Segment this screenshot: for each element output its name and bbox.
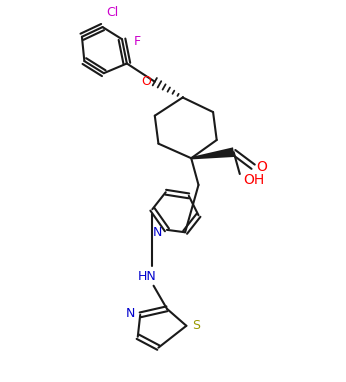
Text: OH: OH [244, 173, 265, 187]
Text: S: S [192, 319, 200, 332]
Polygon shape [191, 147, 234, 159]
Text: O: O [142, 75, 151, 88]
Text: F: F [134, 35, 142, 48]
Text: N: N [153, 226, 162, 239]
Text: Cl: Cl [106, 6, 118, 19]
Text: HN: HN [138, 270, 157, 283]
Text: N: N [126, 307, 135, 320]
Text: O: O [256, 160, 267, 174]
